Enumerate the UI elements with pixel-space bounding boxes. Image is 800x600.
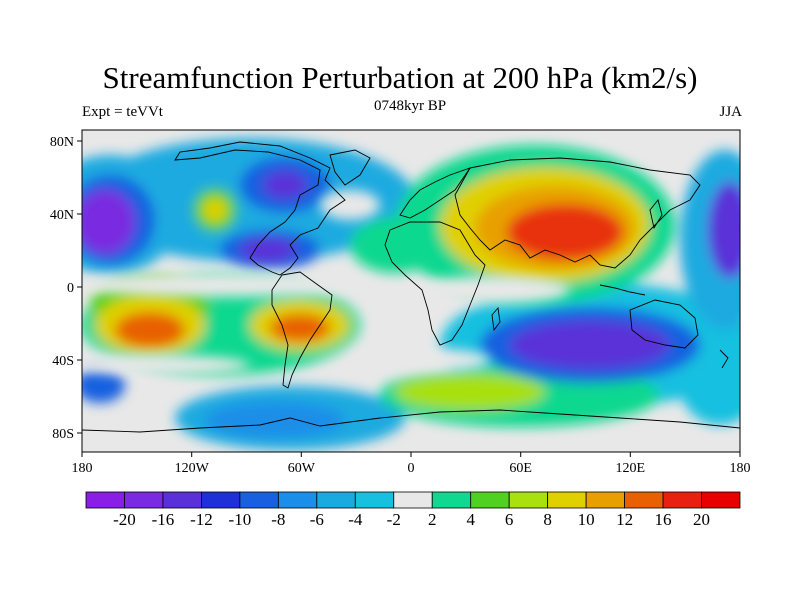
colorbar-swatch: [508, 491, 549, 509]
colorbar-swatch: [393, 491, 433, 509]
coast-japan: [649, 199, 663, 230]
colorbar-swatch: [239, 491, 279, 509]
colorbar-label: 8: [543, 510, 552, 529]
lon-tick-120e: 120E: [616, 461, 646, 476]
field-sp-orange: [115, 312, 185, 348]
colorbar-label: -10: [228, 510, 252, 529]
colorbar-label: 12: [616, 510, 634, 529]
coast-north-america: [174, 141, 346, 276]
colorbar-label: 16: [654, 510, 672, 529]
gap-mid-atl: [320, 190, 380, 220]
lat-tick-40s: 40S: [52, 354, 74, 369]
gap-south-atl: [350, 348, 490, 372]
coast-greenland: [329, 149, 371, 186]
colorbar-label: 4: [466, 510, 475, 529]
colorbar-swatch: [624, 491, 664, 509]
colorbar-label: -16: [151, 510, 175, 529]
field-asia-red: [507, 204, 623, 260]
field-ca-purple: [240, 238, 296, 262]
lon-tick-180e: 180: [730, 461, 751, 476]
coast-africa: [384, 221, 486, 346]
colorbar-label: -6: [309, 510, 324, 529]
colorbar-swatch: [162, 491, 202, 509]
colorbar-swatch: [124, 491, 164, 509]
colorbar-swatch: [201, 491, 241, 509]
colorbar-label: 2: [427, 510, 437, 529]
field-sio-purple: [510, 321, 670, 369]
field-epac-purple: [708, 182, 740, 278]
coast-south-america: [271, 271, 333, 389]
colorbar-label: 20: [693, 510, 711, 529]
gap-eq-pac: [82, 273, 370, 297]
colorbar: [85, 491, 741, 509]
lon-tick-labels: 180 120W 60W 0 60E 120E 180: [72, 461, 751, 476]
coast-madagascar: [491, 306, 501, 332]
lon-tick-60w: 60W: [288, 461, 316, 476]
gap-eq-ind: [410, 276, 570, 304]
field-atl-green: [350, 217, 440, 273]
coastlines: [82, 141, 740, 433]
lat-tick-80n: 80N: [50, 135, 74, 150]
colorbar-swatch: [316, 491, 356, 509]
colorbar-label: -2: [386, 510, 401, 529]
colorbar-label: -8: [271, 510, 286, 529]
colorbar-label: -20: [113, 510, 136, 529]
field-so-west-blue: [82, 367, 125, 403]
season-label: JJA: [719, 104, 742, 120]
field-so-lightgreen: [395, 374, 545, 410]
gap-south-pac: [82, 355, 250, 375]
colorbar-swatch: [662, 491, 702, 509]
colorbar-swatch: [547, 491, 587, 509]
coast-antarctica: [82, 409, 740, 433]
tick-marks: [77, 140, 741, 457]
colorbar-swatch: [701, 491, 741, 509]
colorbar-label: 10: [577, 510, 595, 529]
lat-tick-0: 0: [67, 281, 74, 296]
coast-indonesia: [599, 284, 646, 296]
lon-tick-60e: 60E: [509, 461, 532, 476]
colorbar-swatch: [85, 491, 125, 509]
colorbar-label: 6: [504, 510, 514, 529]
coast-australia: [629, 299, 699, 349]
colorbar-label: -12: [190, 510, 213, 529]
contour-fields: [82, 138, 740, 450]
coast-nz: [719, 349, 729, 369]
colorbar-swatch: [470, 491, 510, 509]
map-title: Streamfunction Perturbation at 200 hPa (…: [102, 60, 698, 95]
lon-tick-180w: 180: [72, 461, 93, 476]
lat-tick-labels: 80N 40N 0 40S 80S: [50, 135, 74, 442]
lat-tick-80s: 80S: [52, 427, 74, 442]
colorbar-swatch: [585, 491, 625, 509]
colorbar-swatch: [354, 491, 395, 509]
field-so-west-cyan: [205, 402, 345, 438]
lon-tick-0: 0: [408, 461, 415, 476]
experiment-label: Expt = teVVt: [82, 104, 163, 120]
lat-tick-40n: 40N: [50, 208, 74, 223]
field-so-east-cyan: [680, 345, 740, 425]
field-na-purple: [263, 171, 307, 199]
colorbar-swatch: [431, 491, 472, 509]
field-pac-purple: [82, 190, 135, 254]
field-na-lowyellow: [203, 198, 227, 222]
colorbar-swatch: [277, 491, 318, 509]
lon-tick-120w: 120W: [175, 461, 210, 476]
period-label: 0748kyr BP: [373, 98, 447, 114]
colorbar-label: -4: [348, 510, 363, 529]
coast-asia: [454, 157, 701, 269]
